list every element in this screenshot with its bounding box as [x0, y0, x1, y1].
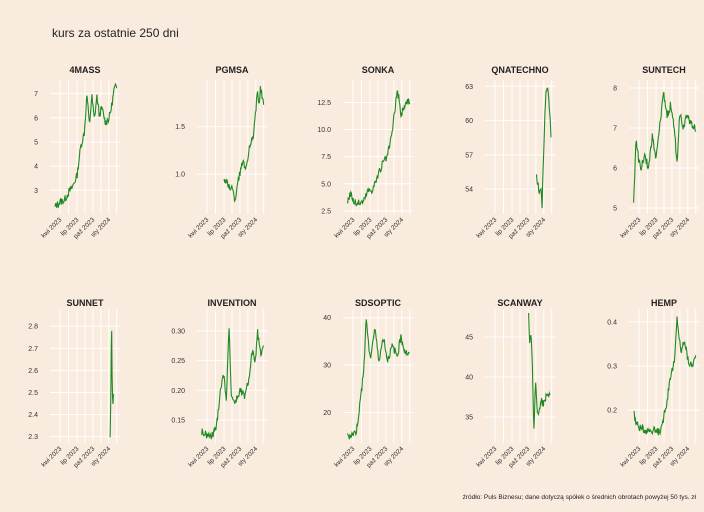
series-line [223, 86, 265, 203]
x-tick-label: kwi 2023 [40, 216, 63, 239]
y-tick-label: 7 [34, 91, 38, 98]
y-tick-label: 8 [613, 86, 617, 93]
y-tick-label: 0.2 [607, 408, 617, 415]
y-tick-label: 45 [465, 335, 473, 342]
y-tick-label: 0.30 [171, 328, 185, 335]
x-tick-label: kwi 2023 [333, 216, 356, 239]
panel-title: QNATECHNO [491, 65, 548, 75]
y-tick-label: 2.4 [28, 412, 38, 419]
y-tick-label: 5 [34, 139, 38, 146]
y-tick-label: 10.0 [317, 127, 331, 134]
y-tick-label: 2.8 [28, 324, 38, 331]
y-tick-label: 7.5 [321, 154, 331, 161]
panel-title: 4MASS [69, 65, 100, 75]
x-tick-label: kwi 2023 [40, 445, 63, 468]
panel-title: SCANWAY [497, 298, 542, 308]
y-tick-label: 0.15 [171, 418, 185, 425]
series-line [347, 90, 411, 207]
y-tick-label: 1.5 [175, 124, 185, 131]
panel-title: SONKA [362, 65, 395, 75]
x-tick-label: kwi 2023 [187, 216, 210, 239]
panel-title: SUNTECH [642, 65, 686, 75]
y-tick-label: 2.5 [28, 390, 38, 397]
series-line [535, 87, 552, 209]
y-tick-label: 57 [465, 152, 473, 159]
x-tick-label: kwi 2023 [619, 216, 642, 239]
y-tick-label: 30 [323, 363, 331, 370]
chart-title: kurs za ostatnie 250 dni [52, 26, 179, 40]
y-tick-label: 2.3 [28, 434, 38, 441]
series-line [109, 330, 114, 438]
y-tick-label: 4 [34, 164, 38, 171]
y-tick-label: 40 [323, 315, 331, 322]
x-tick-label: kwi 2023 [475, 216, 498, 239]
y-tick-label: 1.0 [175, 172, 185, 179]
y-tick-label: 5.0 [321, 181, 331, 188]
series-line [54, 82, 118, 209]
y-tick-label: 3 [34, 188, 38, 195]
y-tick-label: 2.7 [28, 346, 38, 353]
y-tick-label: 0.3 [607, 363, 617, 370]
x-tick-label: kwi 2023 [187, 445, 210, 468]
source-note: źródło: Puls Biznesu; dane dotyczą spółe… [462, 494, 696, 501]
y-tick-label: 60 [465, 118, 473, 125]
y-tick-label: 12.5 [317, 100, 331, 107]
y-tick-label: 54 [465, 187, 473, 194]
series-line [201, 328, 265, 440]
panel-title: INVENTION [207, 298, 256, 308]
x-tick-label: kwi 2023 [475, 445, 498, 468]
x-tick-label: kwi 2023 [333, 445, 356, 468]
y-tick-label: 0.20 [171, 388, 185, 395]
y-tick-label: 5 [613, 206, 617, 213]
series-line [528, 312, 551, 429]
panel-title: PGMSA [215, 65, 249, 75]
y-tick-label: 40 [465, 375, 473, 382]
y-tick-label: 2.5 [321, 208, 331, 215]
y-tick-label: 0.25 [171, 358, 185, 365]
x-tick-label: kwi 2023 [619, 445, 642, 468]
panel-title: SDSOPTIC [355, 298, 402, 308]
y-tick-label: 35 [465, 415, 473, 422]
y-tick-label: 6 [34, 115, 38, 122]
y-tick-label: 6 [613, 166, 617, 173]
y-tick-label: 63 [465, 84, 473, 91]
series-line [347, 319, 410, 440]
panel-title: SUNNET [66, 298, 104, 308]
series-line [633, 316, 697, 436]
y-tick-label: 20 [323, 410, 331, 417]
panel-title: HEMP [651, 298, 677, 308]
y-tick-label: 2.6 [28, 368, 38, 375]
y-tick-label: 0.4 [607, 319, 617, 326]
series-line [633, 91, 697, 203]
y-tick-label: 7 [613, 126, 617, 133]
